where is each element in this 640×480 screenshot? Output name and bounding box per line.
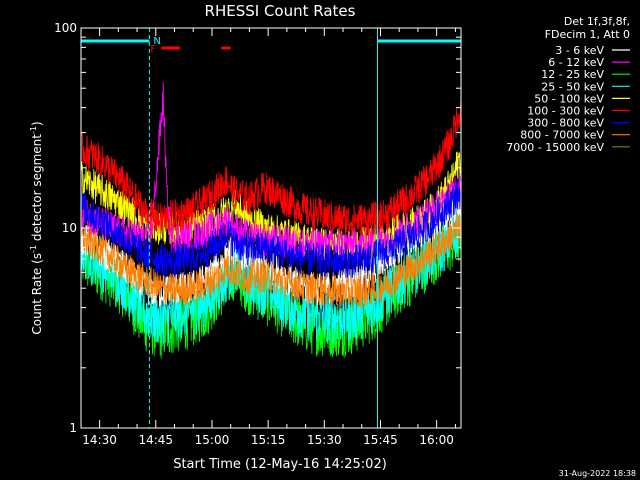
x-tick-label: 15:30	[307, 433, 342, 447]
y-tick-label: 1	[69, 421, 77, 435]
x-tick-label: 15:45	[363, 433, 398, 447]
y-tick-label: 10	[62, 221, 77, 235]
x-axis-label: Start Time (12-May-16 14:25:02)	[173, 457, 387, 472]
x-tick-label: 15:15	[251, 433, 286, 447]
legend-label: 6 - 12 keV	[548, 56, 604, 69]
x-tick-label: 15:00	[195, 433, 230, 447]
legend: Det 1f,3f,8f, FDecim 1, Att 0 3 - 6 keV6…	[506, 15, 630, 154]
flare-label: F	[150, 44, 156, 55]
y-tick-label: 100	[54, 21, 77, 35]
legend-label: 3 - 6 keV	[555, 44, 604, 57]
y-axis-label: Count Rate (s-1 detector segment-1)	[29, 121, 44, 334]
series-line-7	[80, 212, 462, 309]
night-bar-0	[81, 39, 150, 43]
legend-label: 25 - 50 keV	[541, 80, 604, 93]
legend-label: 12 - 25 keV	[541, 68, 604, 81]
flare-bar-0	[161, 46, 181, 50]
x-tick-label: 14:30	[82, 433, 117, 447]
x-tick-label: 14:45	[138, 433, 173, 447]
legend-label: 300 - 800 keV	[527, 117, 604, 130]
legend-label: 7000 - 15000 keV	[506, 141, 604, 154]
y-axis: 1 10 100	[54, 21, 461, 435]
series-line-6	[80, 179, 462, 279]
chart-title: RHESSI Count Rates	[205, 2, 356, 20]
legend-header-line-2: FDecim 1, Att 0	[545, 28, 630, 41]
series-layer	[80, 81, 462, 359]
night-bar-1	[377, 39, 461, 43]
legend-label: 800 - 7000 keV	[520, 129, 604, 142]
x-axis: 14:30 14:45 15:00 15:15 15:30 15:45 16:00	[82, 28, 456, 447]
series-line-5	[80, 101, 462, 237]
legend-header-line-1: Det 1f,3f,8f,	[564, 15, 630, 28]
night-label: N	[153, 36, 160, 47]
flare-bar-1	[221, 46, 231, 50]
legend-label: 50 - 100 keV	[534, 92, 604, 105]
legend-label: 100 - 300 keV	[527, 105, 604, 118]
footer-date: 31-Aug-2022 18:38	[559, 469, 636, 478]
x-tick-label: 16:00	[419, 433, 454, 447]
